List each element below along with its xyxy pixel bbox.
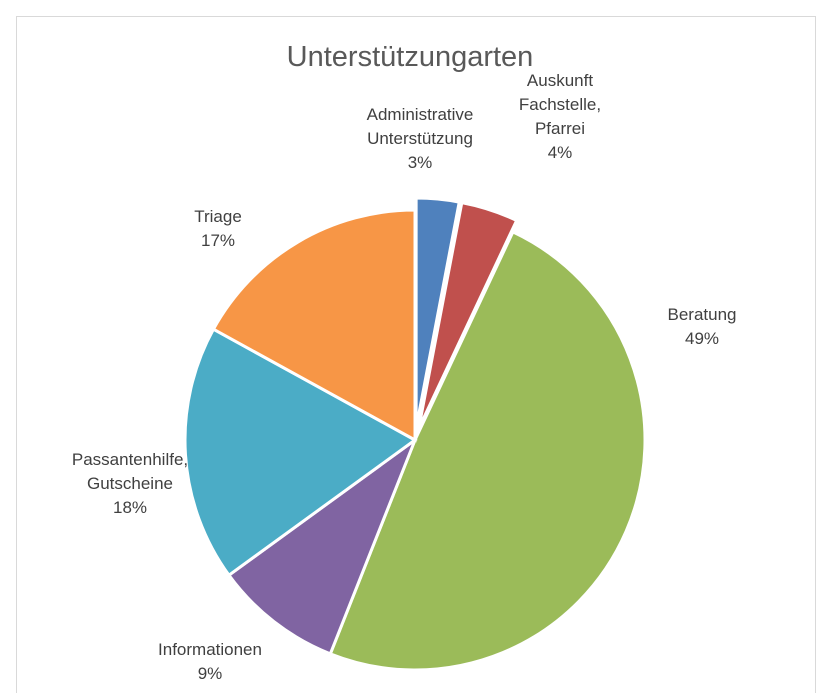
value-label: 9%: [198, 664, 223, 683]
label-line: Administrative: [367, 105, 474, 124]
value-label: 18%: [113, 498, 147, 517]
label-line: Triage: [194, 207, 242, 226]
chart-title: Unterstützungarten: [287, 41, 534, 73]
slice-label: Beratung: [668, 305, 737, 324]
value-label: 3%: [408, 153, 433, 172]
pie-slice: [328, 229, 647, 672]
value-label: 49%: [685, 329, 719, 348]
label-line: Fachstelle,: [519, 95, 601, 114]
label-line: Pfarrei: [535, 119, 585, 138]
slice-label: Informationen: [158, 640, 262, 659]
value-label: 4%: [548, 143, 573, 162]
label-line: Beratung: [668, 305, 737, 324]
value-label: 17%: [201, 231, 235, 250]
pie-slice: [417, 200, 519, 430]
label-line: Unterstützung: [367, 129, 473, 148]
pie-slice: [183, 327, 418, 578]
pie-slice: [414, 196, 461, 429]
slice-label: Auskunft Fachstelle, Pfarrei: [519, 71, 601, 138]
slice-label: Triage: [194, 207, 242, 226]
pie-slice: [226, 435, 419, 656]
slice-label: Passantenhilfe, Gutscheine: [72, 450, 188, 493]
label-line: Auskunft: [527, 71, 593, 90]
label-line: Passantenhilfe,: [72, 450, 188, 469]
slice-label: Administrative Unterstützung: [367, 105, 474, 148]
label-line: Gutscheine: [87, 474, 173, 493]
pie-slice: [211, 208, 417, 443]
label-line: Informationen: [158, 640, 262, 659]
